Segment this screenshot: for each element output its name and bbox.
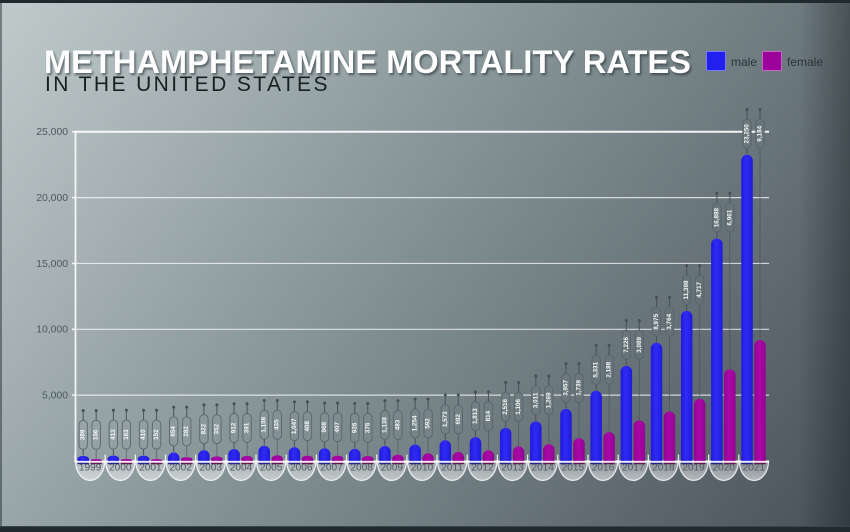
svg-text:25,000: 25,000 <box>36 127 68 138</box>
svg-text:5,331: 5,331 <box>593 361 600 377</box>
svg-text:3,089: 3,089 <box>636 336 643 352</box>
svg-text:410: 410 <box>140 429 147 440</box>
svg-text:1,106: 1,106 <box>515 398 522 414</box>
svg-text:5,000: 5,000 <box>42 391 68 402</box>
svg-text:654: 654 <box>170 426 177 437</box>
svg-text:15,000: 15,000 <box>36 259 68 270</box>
svg-text:391: 391 <box>244 422 251 433</box>
svg-text:8,975: 8,975 <box>653 313 660 329</box>
svg-text:2,188: 2,188 <box>606 361 613 377</box>
svg-text:2003: 2003 <box>200 463 223 474</box>
svg-text:1,739: 1,739 <box>575 380 582 396</box>
svg-text:1,158: 1,158 <box>261 416 268 432</box>
svg-text:2020: 2020 <box>713 463 736 474</box>
svg-text:2018: 2018 <box>652 463 675 474</box>
svg-text:1,813: 1,813 <box>472 408 479 424</box>
svg-text:2010: 2010 <box>411 463 434 474</box>
svg-text:2016: 2016 <box>592 463 615 474</box>
svg-text:3,011: 3,011 <box>532 392 539 408</box>
svg-text:2007: 2007 <box>320 463 343 474</box>
svg-text:2012: 2012 <box>471 463 494 474</box>
svg-text:814: 814 <box>485 410 492 421</box>
svg-text:407: 407 <box>334 422 341 433</box>
svg-text:1,138: 1,138 <box>381 417 388 433</box>
svg-text:152: 152 <box>153 429 160 440</box>
svg-text:2019: 2019 <box>682 463 705 474</box>
svg-text:1,254: 1,254 <box>412 415 419 431</box>
svg-text:926: 926 <box>351 422 358 433</box>
svg-text:592: 592 <box>425 418 432 429</box>
svg-text:1,269: 1,269 <box>545 392 552 408</box>
svg-text:282: 282 <box>183 426 190 437</box>
svg-text:2009: 2009 <box>381 463 404 474</box>
svg-text:2017: 2017 <box>622 463 645 474</box>
svg-text:9,184: 9,184 <box>757 125 764 141</box>
svg-text:2000: 2000 <box>109 463 132 474</box>
svg-text:3,957: 3,957 <box>562 380 569 396</box>
svg-text:435: 435 <box>274 419 281 430</box>
svg-text:2021: 2021 <box>743 463 766 474</box>
svg-text:822: 822 <box>200 423 207 434</box>
svg-text:483: 483 <box>394 419 401 430</box>
svg-text:2006: 2006 <box>290 463 313 474</box>
svg-text:23,250: 23,250 <box>744 124 751 144</box>
svg-text:1999: 1999 <box>79 463 102 474</box>
svg-text:413: 413 <box>110 429 117 440</box>
svg-text:2008: 2008 <box>350 463 373 474</box>
svg-text:156: 156 <box>93 429 100 440</box>
svg-text:968: 968 <box>321 422 328 433</box>
svg-text:163: 163 <box>123 429 130 440</box>
svg-text:2015: 2015 <box>562 463 585 474</box>
svg-text:376: 376 <box>364 422 371 433</box>
svg-text:692: 692 <box>455 414 462 425</box>
svg-text:2011: 2011 <box>441 463 463 474</box>
svg-text:2013: 2013 <box>501 463 524 474</box>
svg-text:3,764: 3,764 <box>666 313 673 329</box>
svg-text:10,000: 10,000 <box>36 325 68 336</box>
svg-text:2,516: 2,516 <box>502 398 509 414</box>
svg-text:2001: 2001 <box>139 463 162 474</box>
svg-text:6,961: 6,961 <box>726 209 733 225</box>
svg-text:7,226: 7,226 <box>623 336 630 352</box>
svg-text:16,888: 16,888 <box>713 207 720 227</box>
svg-text:11,398: 11,398 <box>683 280 690 299</box>
svg-text:408: 408 <box>304 420 311 431</box>
svg-text:1,573: 1,573 <box>442 411 449 427</box>
svg-text:20,000: 20,000 <box>36 193 68 204</box>
svg-text:2004: 2004 <box>230 463 253 474</box>
svg-text:2005: 2005 <box>260 463 283 474</box>
svg-text:2002: 2002 <box>169 463 192 474</box>
svg-text:4,717: 4,717 <box>696 282 703 298</box>
svg-text:2014: 2014 <box>531 463 554 474</box>
svg-text:912: 912 <box>231 422 238 433</box>
svg-text:389: 389 <box>80 429 87 440</box>
svg-text:1,047: 1,047 <box>291 418 298 434</box>
svg-text:352: 352 <box>213 423 220 434</box>
